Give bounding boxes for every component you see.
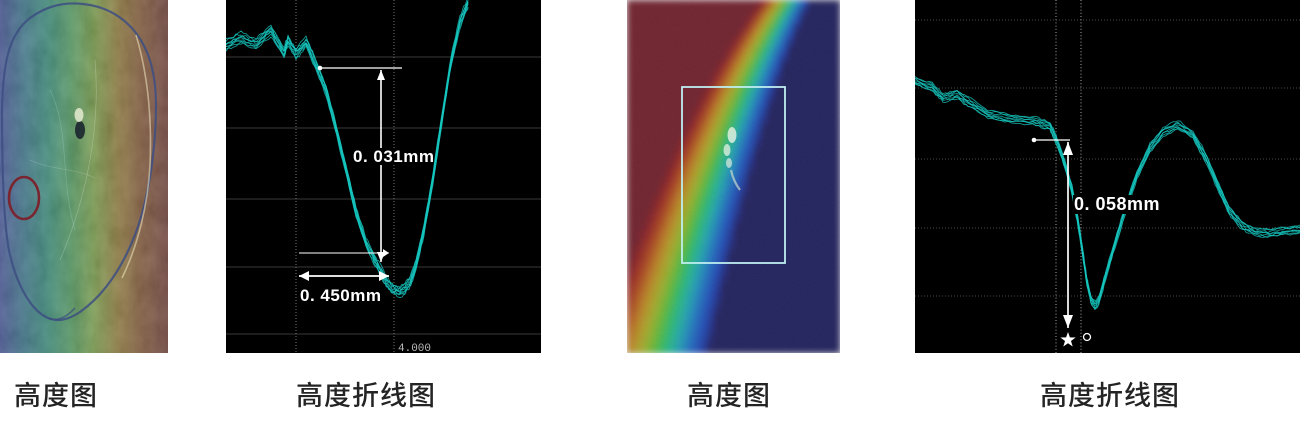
svg-text:0. 058mm: 0. 058mm (1074, 194, 1160, 214)
svg-text:4.000: 4.000 (398, 343, 431, 353)
svg-text:0. 450mm: 0. 450mm (300, 286, 382, 305)
svg-text:0. 031mm: 0. 031mm (353, 147, 435, 166)
